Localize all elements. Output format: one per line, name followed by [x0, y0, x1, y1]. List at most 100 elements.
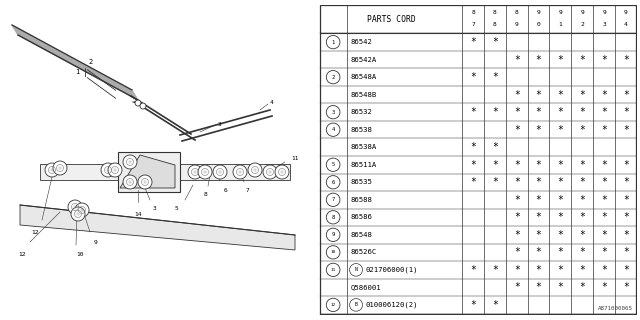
Text: *: * [557, 212, 563, 222]
Text: *: * [492, 72, 498, 82]
Text: *: * [557, 125, 563, 135]
Circle shape [68, 200, 82, 214]
Text: *: * [514, 177, 520, 187]
Text: 8: 8 [515, 10, 518, 15]
Text: 8: 8 [493, 22, 497, 28]
Bar [118, 152, 180, 192]
Text: *: * [514, 55, 520, 65]
Circle shape [45, 163, 59, 177]
Text: 86548B: 86548B [351, 92, 377, 98]
Text: A871000065: A871000065 [598, 306, 633, 311]
Circle shape [326, 193, 340, 206]
Text: 3: 3 [153, 205, 157, 211]
Text: *: * [514, 125, 520, 135]
Text: 86542: 86542 [351, 39, 372, 45]
Polygon shape [20, 205, 295, 250]
Text: 86532: 86532 [351, 109, 372, 115]
Text: 9: 9 [624, 10, 628, 15]
Text: 9: 9 [332, 232, 335, 237]
Text: *: * [514, 107, 520, 117]
Text: 14: 14 [134, 212, 141, 218]
Text: 86542A: 86542A [351, 57, 377, 63]
Text: *: * [492, 160, 498, 170]
Text: 86588: 86588 [351, 197, 372, 203]
Text: 4: 4 [270, 100, 274, 105]
Text: 4: 4 [332, 127, 335, 132]
Text: 5: 5 [332, 162, 335, 167]
Text: 8: 8 [471, 10, 475, 15]
Text: *: * [536, 282, 541, 292]
Text: 9: 9 [602, 10, 606, 15]
Text: 86548: 86548 [351, 232, 372, 238]
Text: *: * [623, 107, 629, 117]
Text: *: * [470, 177, 476, 187]
Text: 9: 9 [559, 10, 562, 15]
Text: *: * [536, 107, 541, 117]
Circle shape [326, 246, 340, 259]
Text: 7: 7 [246, 188, 250, 193]
Text: *: * [557, 247, 563, 257]
Circle shape [135, 100, 141, 106]
Text: *: * [536, 177, 541, 187]
Text: *: * [536, 247, 541, 257]
Circle shape [123, 155, 137, 169]
Text: *: * [557, 90, 563, 100]
Text: *: * [623, 177, 629, 187]
Polygon shape [120, 155, 175, 188]
Text: Q586001: Q586001 [351, 284, 381, 290]
Text: *: * [536, 195, 541, 205]
Text: *: * [623, 160, 629, 170]
Text: *: * [601, 125, 607, 135]
Text: *: * [579, 107, 585, 117]
Text: *: * [470, 72, 476, 82]
Bar [40, 164, 290, 180]
Circle shape [108, 163, 122, 177]
Text: 9: 9 [537, 10, 540, 15]
Circle shape [248, 163, 262, 177]
Circle shape [263, 165, 277, 179]
Text: 3: 3 [602, 22, 606, 28]
Text: *: * [492, 107, 498, 117]
Text: 86538: 86538 [351, 127, 372, 133]
Text: *: * [579, 282, 585, 292]
Circle shape [326, 36, 340, 49]
Text: 86538A: 86538A [351, 144, 377, 150]
Circle shape [188, 165, 202, 179]
Text: *: * [536, 230, 541, 240]
Circle shape [198, 165, 212, 179]
Text: *: * [601, 195, 607, 205]
Text: 12: 12 [330, 303, 336, 307]
Circle shape [326, 298, 340, 312]
Circle shape [326, 123, 340, 136]
Text: 1: 1 [75, 69, 79, 75]
Text: PARTS CORD: PARTS CORD [367, 15, 415, 24]
Text: *: * [557, 107, 563, 117]
Text: 010006120(2): 010006120(2) [365, 302, 418, 308]
Text: 86535: 86535 [351, 179, 372, 185]
Text: *: * [601, 265, 607, 275]
Text: 7: 7 [471, 22, 475, 28]
Text: 9: 9 [515, 22, 518, 28]
Circle shape [123, 175, 137, 189]
Text: *: * [601, 212, 607, 222]
Text: 1: 1 [332, 40, 335, 44]
Text: *: * [536, 160, 541, 170]
Text: 86511A: 86511A [351, 162, 377, 168]
Text: *: * [470, 37, 476, 47]
Text: *: * [514, 230, 520, 240]
Text: 12: 12 [19, 252, 26, 258]
Text: 12: 12 [31, 229, 39, 235]
Text: *: * [557, 230, 563, 240]
Text: *: * [557, 282, 563, 292]
Circle shape [71, 207, 85, 221]
Text: *: * [514, 195, 520, 205]
Text: 6: 6 [223, 188, 227, 193]
Text: *: * [579, 160, 585, 170]
Text: *: * [579, 55, 585, 65]
Text: *: * [536, 265, 541, 275]
Circle shape [326, 228, 340, 242]
Circle shape [326, 263, 340, 276]
Circle shape [140, 103, 146, 109]
Text: B: B [355, 302, 358, 308]
Text: 3: 3 [218, 122, 222, 126]
